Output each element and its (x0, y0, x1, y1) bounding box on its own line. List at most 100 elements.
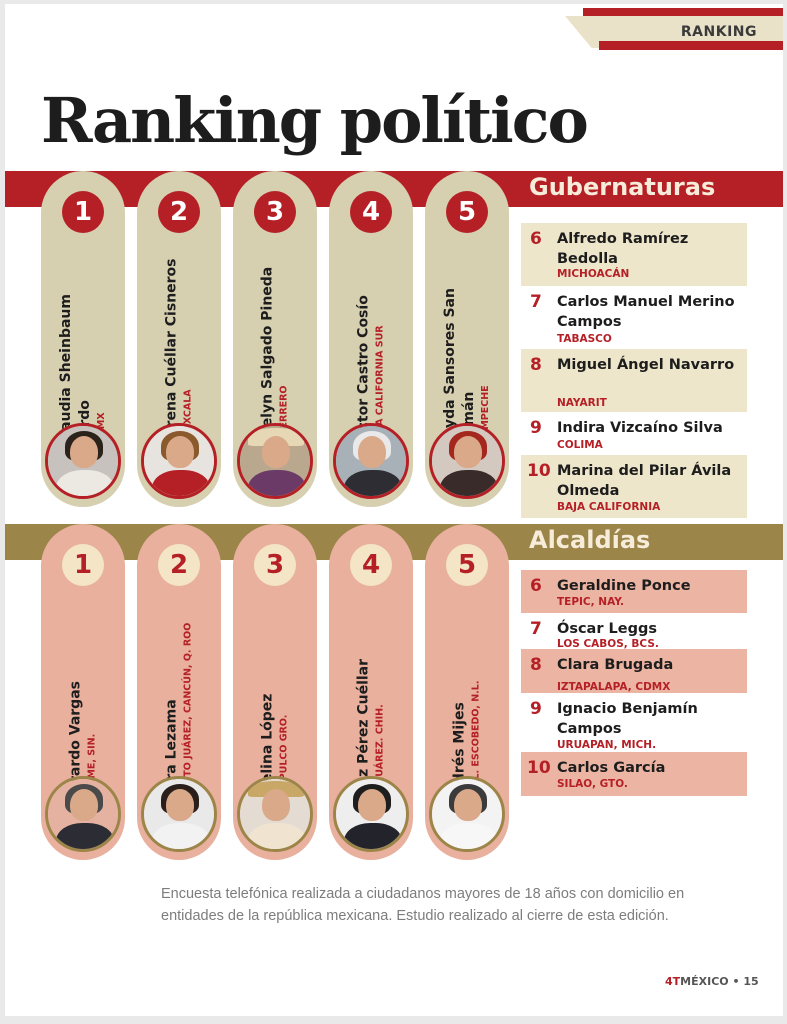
alc-pill-3: 3 Abelina López ACAPULCO GRO. (233, 524, 317, 860)
alc-pill-5: 5 Andrés Mijes GRAL. ESCOBEDO, N.L. (425, 524, 509, 860)
page-footer: 4TMÉXICO • 15 (665, 975, 759, 988)
rank-number: 6 (530, 229, 542, 249)
pill-text: Lorena Cuéllar Cisneros TLAXCALA (147, 246, 211, 446)
rank-badge: 1 (62, 544, 104, 586)
rank-number: 8 (530, 655, 542, 675)
person-name: Geraldine Ponce (557, 578, 691, 594)
portrait-photo (45, 423, 121, 499)
person-place: GUERRERO (278, 385, 290, 444)
rank-number: 9 (530, 699, 542, 719)
pill-text: Evelyn Salgado Pineda GUERRERO (243, 246, 307, 446)
portrait-photo (333, 423, 409, 499)
person-name: Mara Lezama (163, 699, 180, 804)
person-name: Marina del Pilar Ávila Olmeda (557, 463, 732, 499)
person-name: Cruz Pérez Cuéllar (355, 658, 372, 804)
person-place: TABASCO (557, 333, 612, 345)
person-place: MICHOACÁN (557, 268, 630, 280)
person-name: Ignacio Benjamín Campos (557, 701, 698, 737)
person-place: URUAPAN, MICH. (557, 739, 657, 751)
pill-text: Layda Sansores San Román CAMPECHE (435, 246, 499, 446)
portrait-photo (141, 423, 217, 499)
person-place: LOS CABOS, BCS. (557, 638, 659, 650)
gob-list-item-7: 7 Carlos Manuel Merino Campos TABASCO (521, 286, 747, 349)
alc-list-item-8: 8 Clara Brugada IZTAPALAPA, CDMX (521, 649, 747, 693)
gob-list-item-9: 9 Indira Vizcaíno Silva COLIMA (521, 412, 747, 455)
page-title: Ranking político (41, 84, 589, 157)
survey-note: Encuesta telefónica realizada a ciudadan… (161, 886, 685, 924)
pill-text: Víctor Castro Cosío BAJA CALIFORNIA SUR (339, 246, 403, 446)
gob-list-item-10: 10 Marina del Pilar Ávila Olmeda BAJA CA… (521, 455, 747, 518)
portrait-photo (429, 776, 505, 852)
person-name: Layda Sansores San Román (442, 288, 477, 446)
person-name: Óscar Leggs (557, 621, 657, 637)
pill-text: Cruz Pérez Cuéllar CD. JUÁREZ. CHIH. (339, 604, 403, 804)
alcaldias-heading: Alcaldías (529, 526, 651, 554)
alc-list-item-6: 6 Geraldine Ponce TEPIC, NAY. (521, 570, 747, 613)
alc-list-item-9: 9 Ignacio Benjamín Campos URUAPAN, MICH. (521, 693, 747, 752)
gob-pill-4: 4 Víctor Castro Cosío BAJA CALIFORNIA SU… (329, 171, 413, 507)
person-place: TLAXCALA (182, 389, 194, 444)
person-name: Gerardo Vargas (67, 681, 84, 804)
person-place: BENITO JUÁREZ, CANCÚN, Q. ROO (182, 622, 194, 802)
gob-list-item-8: 8 Miguel Ángel Navarro NAYARIT (521, 349, 747, 412)
rank-number: 7 (530, 619, 542, 639)
person-place: NAYARIT (557, 397, 607, 409)
portrait-photo (237, 423, 313, 499)
magazine-page: RANKING Ranking político Gubernaturas 1 … (5, 4, 783, 1016)
person-place: TEPIC, NAY. (557, 596, 625, 608)
person-name: Indira Vizcaíno Silva (557, 420, 723, 436)
rank-badge: 5 (446, 191, 488, 233)
portrait-photo (333, 776, 409, 852)
gob-pill-2: 2 Lorena Cuéllar Cisneros TLAXCALA (137, 171, 221, 507)
person-place: CD. JUÁREZ. CHIH. (374, 704, 386, 802)
person-name: Clara Brugada (557, 657, 674, 673)
person-place: GRAL. ESCOBEDO, N.L. (470, 680, 482, 802)
person-place: BAJA CALIFORNIA (557, 501, 661, 513)
person-place: AHOME, SIN. (86, 733, 98, 802)
person-place: IZTAPALAPA, CDMX (557, 681, 671, 693)
person-name: Andrés Mijes (451, 702, 468, 804)
person-place: BAJA CALIFORNIA SUR (374, 325, 386, 444)
rank-badge: 5 (446, 544, 488, 586)
pill-text: Andrés Mijes GRAL. ESCOBEDO, N.L. (435, 604, 499, 804)
person-place: CDMX (95, 246, 109, 444)
person-name: Alfredo Ramírez Bedolla (557, 231, 689, 267)
portrait-photo (45, 776, 121, 852)
person-name: Carlos García (557, 760, 666, 776)
person-name: Miguel Ángel Navarro (557, 357, 735, 373)
gob-pill-1: 1 Claudia Sheinbaum Pardo CDMX (41, 171, 125, 507)
person-place: COLIMA (557, 439, 603, 451)
footer-magazine: MÉXICO (680, 975, 729, 988)
portrait-photo (237, 776, 313, 852)
rank-number: 10 (527, 461, 551, 481)
pill-text: Abelina López ACAPULCO GRO. (243, 604, 307, 804)
footer-brand: 4T (665, 975, 681, 988)
section-tag-label: RANKING (680, 24, 757, 40)
gob-pill-5: 5 Layda Sansores San Román CAMPECHE (425, 171, 509, 507)
rank-number: 10 (527, 758, 551, 778)
person-name: Lorena Cuéllar Cisneros (163, 258, 180, 446)
person-name: Carlos Manuel Merino Campos (557, 294, 735, 330)
tag-stripe-bottom (599, 41, 783, 50)
gubernaturas-heading: Gubernaturas (529, 173, 716, 201)
page-number: 15 (743, 975, 759, 988)
gob-list-item-6: 6 Alfredo Ramírez Bedolla MICHOACÁN (521, 223, 747, 286)
rank-badge: 2 (158, 191, 200, 233)
pill-text: Mara Lezama BENITO JUÁREZ, CANCÚN, Q. RO… (147, 604, 211, 804)
rank-badge: 4 (350, 544, 392, 586)
person-name: Víctor Castro Cosío (355, 295, 372, 446)
person-name: Claudia Sheinbaum Pardo (58, 294, 93, 446)
person-place: CAMPECHE (480, 385, 491, 444)
gob-pill-3: 3 Evelyn Salgado Pineda GUERRERO (233, 171, 317, 507)
alc-list-item-7: 7 Óscar Leggs LOS CABOS, BCS. (521, 613, 747, 650)
person-name: Evelyn Salgado Pineda (259, 266, 276, 446)
pill-text: Gerardo Vargas AHOME, SIN. (51, 604, 115, 804)
person-place: ACAPULCO GRO. (278, 714, 290, 802)
alc-pill-4: 4 Cruz Pérez Cuéllar CD. JUÁREZ. CHIH. (329, 524, 413, 860)
alc-pill-1: 1 Gerardo Vargas AHOME, SIN. (41, 524, 125, 860)
alc-list-item-10: 10 Carlos García SILAO, GTO. (521, 752, 747, 796)
rank-number: 8 (530, 355, 542, 375)
portrait-photo (141, 776, 217, 852)
person-place: SILAO, GTO. (557, 778, 628, 790)
portrait-photo (429, 423, 505, 499)
